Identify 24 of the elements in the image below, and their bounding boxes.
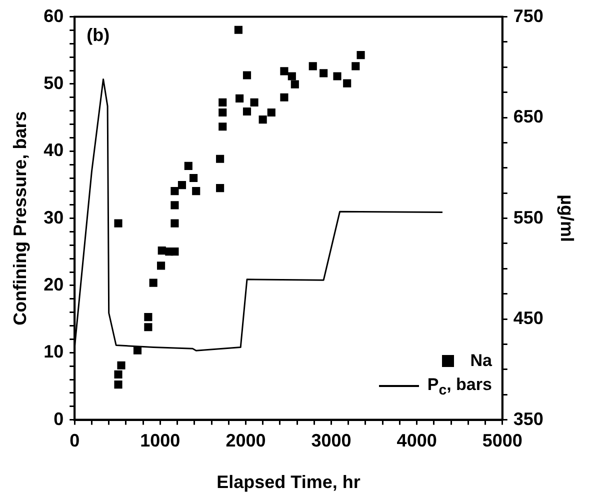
x-axis-title: Elapsed Time, hr <box>216 472 360 492</box>
y-tick-label: 40 <box>44 140 64 160</box>
x-tick-label: 1000 <box>140 430 180 451</box>
legend-label: P$_{c}$, bars <box>427 374 492 398</box>
legend-label: Na <box>470 350 492 371</box>
x-tick-label: 0 <box>70 430 80 451</box>
y-tick-label: 30 <box>44 207 64 228</box>
y2-tick-label: 450 <box>513 308 544 328</box>
y-tick-label: 0 <box>54 408 64 429</box>
y2-tick-label: 350 <box>513 408 544 429</box>
x-tick-label: 4000 <box>396 430 437 451</box>
x-tick-label: 3000 <box>311 430 352 451</box>
y2-tick-label: 650 <box>513 106 544 127</box>
y-tick-label: 20 <box>44 274 64 294</box>
y-axis-title: Confining Pressure, bars <box>10 111 30 326</box>
annotation: (b) <box>86 24 110 45</box>
y2-tick-label: 550 <box>513 207 544 228</box>
y-tick-label: 10 <box>44 342 64 362</box>
y2-axis-title: µg/ml <box>557 194 578 242</box>
x-tick-label: 5000 <box>482 430 522 451</box>
y-tick-label: 60 <box>44 6 64 26</box>
y2-tick-label: 750 <box>513 6 544 26</box>
y-tick-label: 50 <box>44 72 64 93</box>
x-tick-label: 2000 <box>226 430 266 451</box>
